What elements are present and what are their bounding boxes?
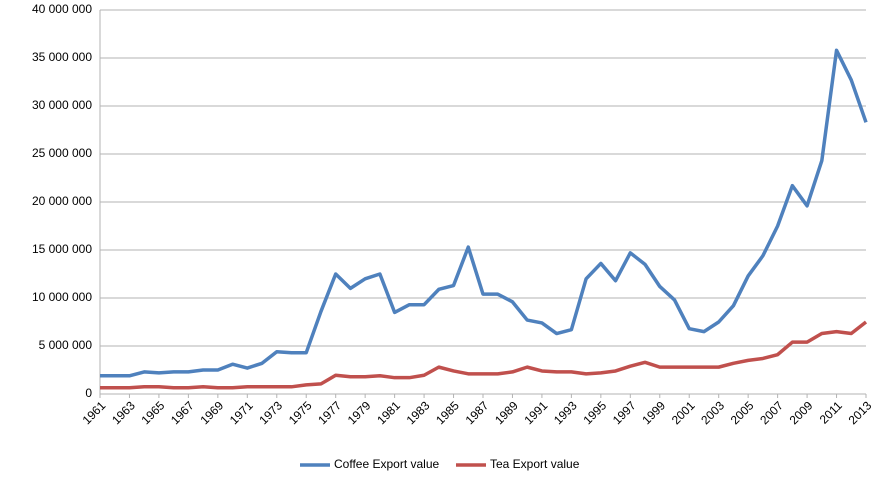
x-tick-label: 1979: [345, 398, 374, 427]
y-tick-label: 20 000 000: [32, 194, 92, 208]
x-tick-label: 2009: [787, 398, 816, 427]
x-tick-label: 1999: [639, 398, 668, 427]
x-tick-label: 2007: [757, 398, 786, 427]
x-tick-label: 1975: [286, 398, 315, 427]
x-tick-label: 1971: [227, 398, 256, 427]
x-tick-label: 1983: [404, 398, 433, 427]
x-tick-label: 1989: [492, 398, 521, 427]
x-tick-label: 1987: [463, 398, 492, 427]
x-tick-label: 2013: [846, 398, 875, 427]
legend-label: Coffee Export value: [334, 457, 440, 471]
x-tick-label: 1977: [315, 398, 344, 427]
x-tick-label: 1995: [580, 398, 609, 427]
x-tick-label: 1961: [80, 398, 109, 427]
y-tick-label: 15 000 000: [32, 242, 92, 256]
x-tick-label: 1965: [139, 398, 168, 427]
y-tick-label: 5 000 000: [39, 338, 93, 352]
y-tick-label: 10 000 000: [32, 290, 92, 304]
x-tick-label: 1969: [197, 398, 226, 427]
x-tick-label: 1985: [433, 398, 462, 427]
x-tick-label: 2011: [817, 398, 845, 426]
x-tick-label: 1963: [109, 398, 138, 427]
y-tick-label: 25 000 000: [32, 146, 92, 160]
x-tick-label: 1973: [256, 398, 285, 427]
y-tick-label: 40 000 000: [32, 2, 92, 16]
x-tick-label: 1993: [551, 398, 580, 427]
legend-label: Tea Export value: [490, 457, 580, 471]
y-tick-label: 30 000 000: [32, 98, 92, 112]
line-series: [100, 320, 868, 390]
y-tick-label: 35 000 000: [32, 50, 92, 64]
y-tick-label: 0: [85, 386, 92, 400]
x-tick-label: 2001: [669, 398, 698, 427]
x-tick-label: 1997: [610, 398, 639, 427]
x-tick-label: 2003: [698, 398, 727, 427]
line-series: [100, 48, 868, 378]
x-tick-label: 1967: [168, 398, 197, 427]
x-tick-label: 2005: [728, 398, 757, 427]
x-tick-label: 1981: [374, 398, 403, 427]
x-tick-label: 1991: [522, 398, 551, 427]
